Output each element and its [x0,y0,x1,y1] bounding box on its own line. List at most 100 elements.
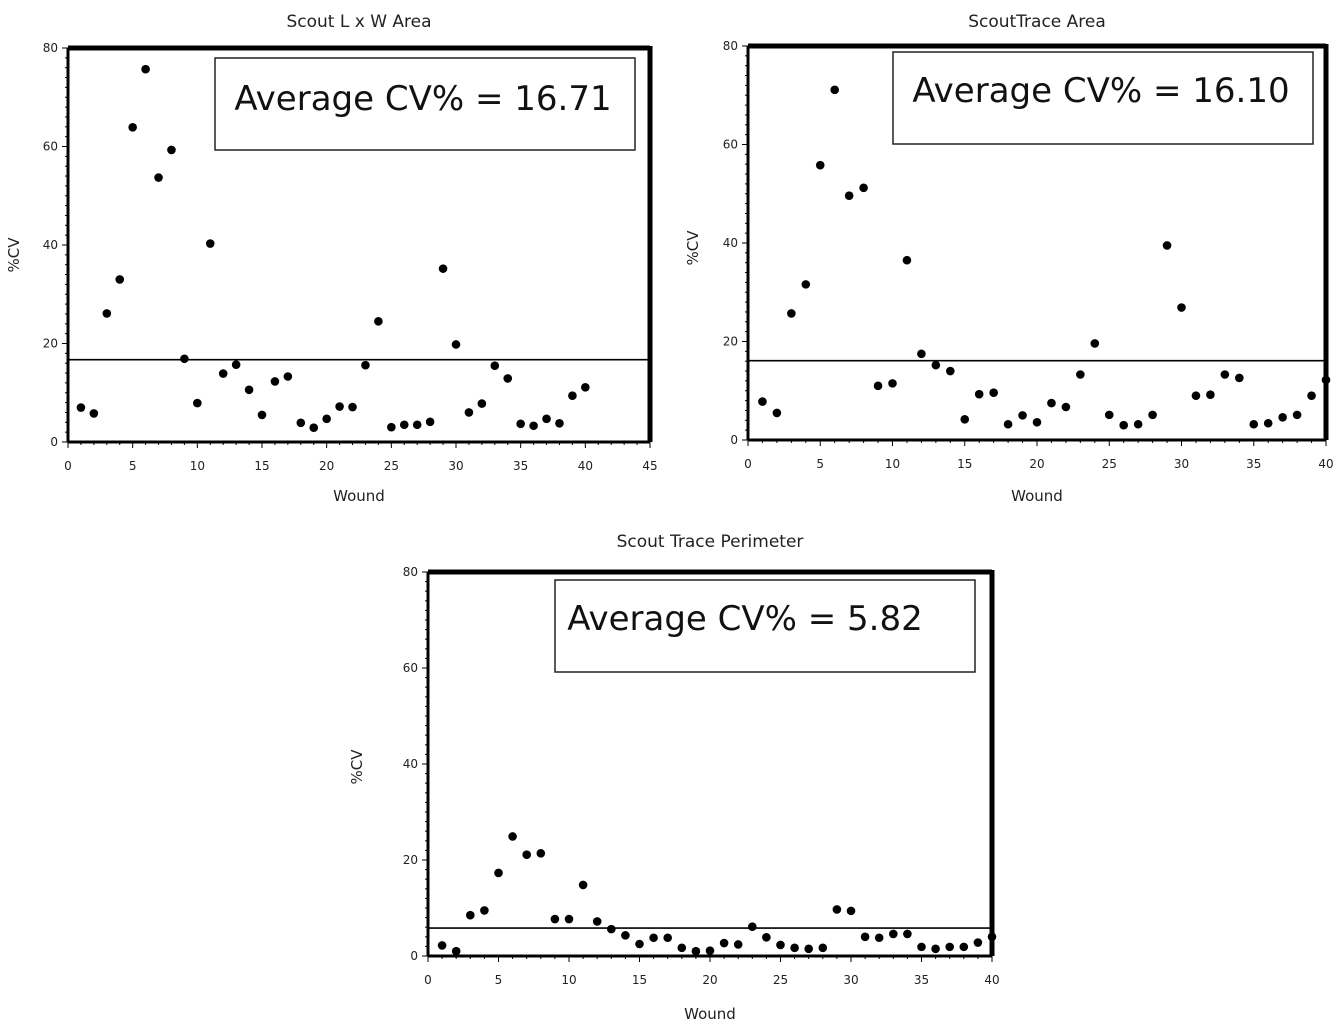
data-point [550,914,560,924]
data-point [154,173,163,182]
data-point [1104,410,1114,420]
data-point [860,932,870,942]
y-tick-label: 20 [43,337,58,351]
data-point [762,932,771,942]
data-point [1047,398,1056,408]
data-point [959,942,969,952]
data-point [804,944,813,954]
data-point [917,942,926,952]
chart-svg: Scout L x W Area 0 20 40 60 80 0 5 10 15 20 25 30 35 4… [5,12,658,505]
data-point [477,399,487,408]
data-point [480,906,489,915]
data-point [635,939,644,949]
data-point [102,309,112,318]
data-point [555,418,564,428]
data-point [960,415,970,424]
x-tick-label: 5 [495,973,503,987]
data-point [283,372,293,381]
data-point [945,942,954,952]
data-point [1292,410,1302,420]
data-point [89,409,99,418]
data-point [787,309,796,318]
data-point [758,397,767,406]
y-tick-label: 0 [730,433,738,447]
y-tick-label: 40 [723,236,738,250]
data-point [128,122,137,132]
x-tick-label: 15 [632,973,647,987]
data-point [1177,303,1186,312]
data-point [141,64,150,74]
data-point [578,880,588,890]
x-tick-label: 10 [190,459,205,473]
x-tick-label: 25 [384,459,399,473]
data-point [691,946,701,956]
data-point [973,938,983,947]
x-tick-label: 20 [319,459,334,473]
data-point [180,354,189,364]
data-point [529,421,538,431]
data-point [231,360,241,369]
chart-scout-trace-perimeter: Scout Trace Perimeter 0 20 40 60 80 0 5 10 15 20 25… [330,520,1010,1022]
data-point [437,941,447,950]
x-axis-label: Wound [333,487,385,505]
data-point [776,940,785,950]
data-point [335,402,344,411]
data-point [733,940,743,949]
data-point [649,933,658,943]
data-point [451,340,461,349]
data-point [244,385,254,395]
data-point [490,361,500,370]
data-point [218,369,228,378]
data-point [874,933,884,943]
x-tick-label: 25 [1102,457,1117,471]
average-cv-annotation: Average CV% = 16.10 [912,71,1289,111]
data-point [115,275,125,284]
data-point [748,922,757,932]
data-point [466,910,475,920]
data-point [508,832,517,841]
chart-svg: ScoutTrace Area 0 20 40 60 80 0 5 10 15 20 25 30 35 40… [684,12,1334,505]
x-tick-label: 35 [914,973,929,987]
x-tick-label: 35 [1246,457,1261,471]
data-point [772,408,782,418]
y-tick-label: 0 [50,435,58,449]
x-tick-label: 35 [513,459,528,473]
data-point [568,391,577,401]
data-point [592,917,602,926]
y-axis-label: %CV [348,749,366,785]
y-tick-label: 80 [403,565,418,579]
data-point [1003,419,1013,429]
data-point [564,914,574,924]
y-tick-label: 80 [43,41,58,55]
data-point [917,349,926,359]
data-point [167,145,176,155]
data-point [348,402,357,412]
data-point [438,264,448,273]
data-point [412,420,422,430]
x-tick-label: 5 [816,457,824,471]
data-point [1119,420,1128,430]
data-point [987,932,997,942]
data-point [361,360,370,370]
chart-svg: Scout Trace Perimeter 0 20 40 60 80 0 5 10 15 20 25… [348,532,1000,1022]
data-point [818,943,828,953]
data-point [607,924,616,934]
data-point [832,905,842,914]
data-point [536,848,546,858]
x-tick-label: 10 [885,457,900,471]
data-point [296,418,306,428]
data-point [309,423,319,433]
data-point [888,379,897,388]
data-point [931,944,940,954]
data-point [931,360,941,370]
data-point [1133,419,1143,429]
data-point [663,933,672,943]
data-point [503,374,513,383]
y-tick-label: 20 [723,335,738,349]
data-point [193,398,202,408]
x-tick-label: 0 [424,973,432,987]
x-axis-label: Wound [1011,487,1063,505]
annotation-box [554,579,976,673]
data-point [257,410,267,420]
x-tick-label: 40 [1318,457,1333,471]
